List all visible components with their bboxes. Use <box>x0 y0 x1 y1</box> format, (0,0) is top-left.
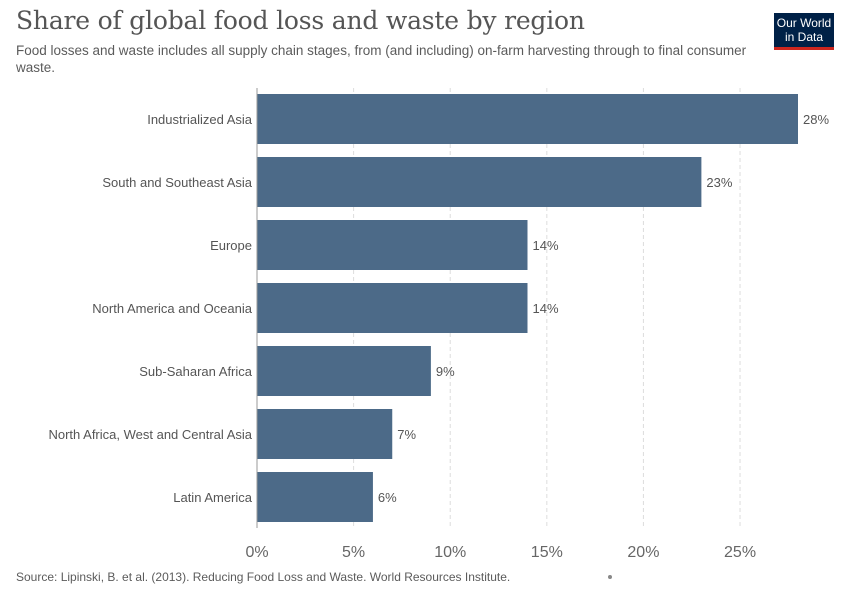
bar-4 <box>257 346 431 396</box>
value-label-6: 6% <box>378 490 397 505</box>
chart-title: Share of global food loss and waste by r… <box>16 6 585 35</box>
bar-5 <box>257 409 393 459</box>
category-label-6: Latin America <box>173 490 253 505</box>
owid-logo[interactable]: Our World in Data <box>774 13 834 50</box>
bar-6 <box>257 472 373 522</box>
category-label-2: Europe <box>210 238 252 253</box>
source-note: Source: Lipinski, B. et al. (2013). Redu… <box>16 570 511 584</box>
category-label-3: North America and Oceania <box>92 301 252 316</box>
logo-line-1: Our World <box>776 16 832 30</box>
x-tick-label-5: 25% <box>724 544 756 561</box>
x-tick-label-2: 10% <box>434 544 466 561</box>
footer-dot <box>608 575 612 579</box>
logo-line-2: in Data <box>784 30 824 44</box>
value-label-4: 9% <box>436 364 455 379</box>
chart-subtitle: Food losses and waste includes all suppl… <box>16 43 747 75</box>
x-tick-label-3: 15% <box>531 544 563 561</box>
category-label-0: Industrialized Asia <box>147 112 253 127</box>
category-label-1: South and Southeast Asia <box>102 175 252 190</box>
bar-2 <box>257 220 528 270</box>
value-label-3: 14% <box>533 301 559 316</box>
value-label-1: 23% <box>706 175 732 190</box>
bar-1 <box>257 157 702 207</box>
x-tick-label-0: 0% <box>245 544 268 561</box>
bar-0 <box>257 94 798 144</box>
x-tick-label-1: 5% <box>342 544 365 561</box>
x-tick-label-4: 20% <box>627 544 659 561</box>
category-label-4: Sub-Saharan Africa <box>139 364 253 379</box>
value-label-5: 7% <box>397 427 416 442</box>
value-label-0: 28% <box>803 112 829 127</box>
category-label-5: North Africa, West and Central Asia <box>48 427 252 442</box>
value-label-2: 14% <box>533 238 559 253</box>
bar-3 <box>257 283 528 333</box>
